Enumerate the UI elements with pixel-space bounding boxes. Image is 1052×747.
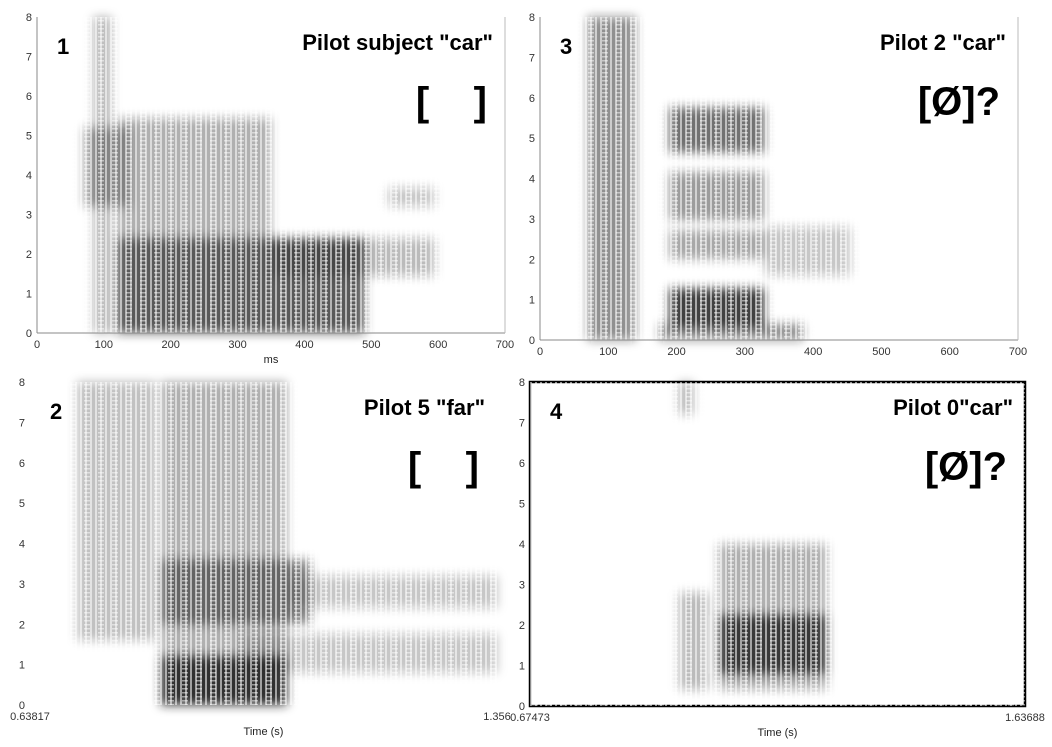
panel-title: Pilot 2 "car" — [880, 30, 1006, 55]
y-tick-label: 0 — [19, 700, 25, 712]
y-tick-label: 4 — [519, 539, 525, 551]
x-tick-label: 100 — [599, 346, 617, 358]
x-tick-label: 300 — [736, 346, 754, 358]
y-tick-label: 5 — [19, 498, 25, 510]
y-tick-label: 8 — [19, 377, 25, 389]
texture — [540, 17, 1018, 340]
y-tick-label: 3 — [26, 210, 32, 222]
y-tick-label: 7 — [26, 52, 32, 64]
texture — [30, 382, 497, 705]
transcription: [ ] — [416, 80, 487, 124]
transcription: [Ø]? — [925, 445, 1007, 489]
texture — [530, 382, 1025, 706]
y-tick-label: 1 — [26, 289, 32, 301]
transcription: [Ø]? — [918, 80, 1000, 124]
y-tick-label: 5 — [529, 133, 535, 145]
x-tick-label: 600 — [941, 346, 959, 358]
x-tick-label: 700 — [496, 339, 514, 351]
x-tick-label: 500 — [872, 346, 890, 358]
y-tick-label: 3 — [19, 579, 25, 591]
panel-title: Pilot 5 "far" — [364, 395, 485, 420]
y-tick-label: 2 — [529, 254, 535, 266]
x-axis-label: Time (s) — [244, 726, 284, 738]
spectrogram — [530, 382, 1025, 706]
panel-title: Pilot subject "car" — [302, 30, 493, 55]
y-tick-label: 6 — [26, 91, 32, 103]
y-tick-label: 0 — [529, 335, 535, 347]
y-tick-label: 8 — [26, 12, 32, 24]
x-tick-label: 1.63688 — [1005, 712, 1045, 724]
spectrogram — [37, 17, 505, 333]
y-tick-label: 6 — [519, 458, 525, 470]
y-tick-label: 8 — [519, 377, 525, 389]
spectrogram — [540, 17, 1018, 340]
panel-number: 1 — [57, 34, 69, 59]
x-tick-label: 400 — [804, 346, 822, 358]
y-tick-label: 3 — [519, 580, 525, 592]
panel-title: Pilot 0"car" — [893, 395, 1013, 420]
y-tick-label: 6 — [19, 458, 25, 470]
transcription: [ ] — [408, 445, 479, 489]
y-tick-label: 1 — [19, 660, 25, 672]
y-tick-label: 4 — [529, 174, 535, 186]
y-tick-label: 7 — [519, 418, 525, 430]
y-tick-label: 7 — [19, 417, 25, 429]
y-tick-label: 0 — [519, 701, 525, 713]
y-tick-label: 4 — [26, 170, 32, 182]
x-tick-label: 1.356 — [483, 711, 511, 723]
spectrogram — [30, 382, 497, 705]
x-tick-label: 200 — [667, 346, 685, 358]
y-tick-label: 0 — [26, 328, 32, 340]
x-tick-label: 400 — [295, 339, 313, 351]
x-tick-label: 700 — [1009, 346, 1027, 358]
x-tick-label: 600 — [429, 339, 447, 351]
y-tick-label: 8 — [529, 12, 535, 24]
x-tick-label: 300 — [228, 339, 246, 351]
x-axis-label: Time (s) — [758, 727, 798, 739]
y-tick-label: 1 — [529, 295, 535, 307]
panel-number: 3 — [560, 34, 572, 59]
x-tick-label: 200 — [162, 339, 180, 351]
y-tick-label: 7 — [529, 52, 535, 64]
y-tick-label: 1 — [519, 661, 525, 673]
x-tick-label: 0 — [34, 339, 40, 351]
texture — [37, 17, 505, 333]
y-tick-label: 2 — [19, 619, 25, 631]
y-tick-label: 5 — [519, 499, 525, 511]
x-tick-label: 0.63817 — [10, 711, 50, 723]
y-tick-label: 5 — [26, 131, 32, 143]
x-tick-label: 0.67473 — [510, 712, 550, 724]
panel-number: 4 — [550, 399, 563, 424]
y-tick-label: 2 — [26, 249, 32, 261]
y-tick-label: 2 — [519, 620, 525, 632]
x-tick-label: 500 — [362, 339, 380, 351]
x-tick-label: 100 — [95, 339, 113, 351]
y-tick-label: 6 — [529, 93, 535, 105]
x-axis-label: ms — [264, 354, 279, 366]
y-tick-label: 4 — [19, 539, 25, 551]
panel-number: 2 — [50, 399, 62, 424]
x-tick-label: 0 — [537, 346, 543, 358]
y-tick-label: 3 — [529, 214, 535, 226]
